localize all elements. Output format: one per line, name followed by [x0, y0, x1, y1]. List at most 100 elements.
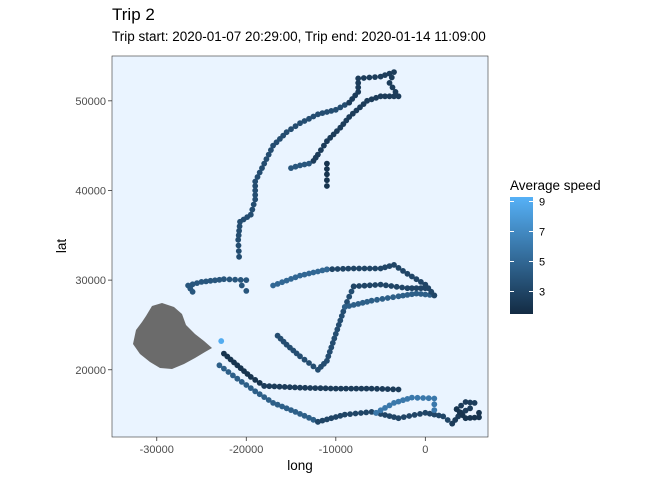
data-point [261, 160, 268, 167]
data-point [348, 288, 355, 295]
data-point [399, 284, 405, 291]
data-point [382, 93, 388, 100]
data-point [414, 394, 421, 401]
data-point [337, 412, 344, 419]
data-point [324, 183, 330, 189]
data-point [413, 290, 420, 297]
data-point [297, 162, 303, 169]
data-point [243, 382, 250, 388]
data-point [238, 379, 245, 385]
data-point [235, 236, 242, 243]
data-point [358, 410, 364, 416]
track-segment [270, 266, 330, 289]
panel-border [111, 55, 489, 438]
data-point [297, 411, 303, 417]
data-point [355, 84, 362, 91]
data-point [252, 196, 259, 203]
data-point [368, 96, 375, 103]
x-tick-label: -10000 [319, 444, 353, 456]
data-point [279, 403, 285, 410]
data-point [374, 296, 380, 303]
data-point [292, 409, 299, 415]
data-point [347, 411, 353, 417]
data-point [377, 73, 384, 80]
data-point [368, 409, 375, 415]
data-point [377, 265, 384, 272]
data-point [324, 357, 330, 364]
data-point [462, 399, 469, 405]
data-point [355, 75, 362, 82]
data-point [382, 264, 388, 271]
data-point [355, 80, 362, 86]
data-point [301, 412, 308, 419]
data-point [306, 115, 312, 122]
data-point [247, 374, 254, 380]
data-point [431, 401, 438, 408]
data-point [476, 409, 482, 416]
data-point [418, 279, 424, 285]
track-segment [288, 160, 312, 172]
island-layer [133, 303, 212, 369]
legend-tick-label: 3 [539, 287, 545, 299]
data-point [392, 89, 399, 95]
data-point [391, 414, 397, 420]
legend-tick-label: 9 [539, 197, 545, 209]
data-point [390, 386, 396, 393]
data-point [286, 384, 293, 391]
data-point [315, 111, 321, 118]
data-point [252, 187, 259, 194]
data-point [324, 416, 330, 423]
data-point [306, 160, 312, 167]
data-point [218, 338, 225, 344]
data-point [337, 104, 344, 111]
data-point [368, 385, 375, 392]
data-point [379, 386, 386, 392]
y-tick-label: 40000 [75, 185, 106, 197]
data-point [476, 414, 482, 421]
data-point [274, 401, 281, 408]
data-point [372, 265, 379, 272]
data-point [404, 396, 411, 402]
data-point [281, 384, 288, 390]
data-point [395, 93, 402, 100]
legend-ticks: 3 5 7 9 [510, 197, 545, 299]
data-point [352, 410, 359, 417]
data-point [332, 106, 339, 113]
data-point [301, 118, 308, 124]
x-axis-title: long [287, 458, 313, 473]
data-point [395, 386, 402, 393]
data-point [292, 163, 299, 170]
data-point [236, 223, 243, 230]
data-point [237, 277, 244, 283]
data-point [270, 400, 276, 406]
data-point [226, 276, 233, 283]
data-point [324, 109, 330, 115]
track-segment [373, 394, 438, 416]
data-point [391, 93, 397, 100]
data-point [379, 296, 386, 302]
data-point [374, 385, 380, 392]
data-point [386, 413, 393, 419]
data-point [395, 265, 402, 271]
data-point [345, 265, 352, 272]
data-point [355, 301, 362, 307]
data-point [348, 385, 355, 392]
data-point [292, 123, 299, 130]
data-point [431, 411, 438, 418]
data-point [422, 291, 429, 298]
data-point [350, 302, 357, 308]
track-segment [310, 69, 402, 164]
data-point [307, 385, 314, 391]
data-point [337, 317, 344, 324]
data-point [232, 276, 239, 283]
data-point [216, 362, 223, 369]
data-point [256, 391, 263, 398]
data-point [340, 308, 347, 315]
data-point [425, 395, 432, 402]
data-point [361, 282, 368, 289]
data-point [230, 372, 236, 379]
data-point [404, 285, 411, 292]
data-point [431, 395, 438, 402]
data-point [252, 178, 259, 185]
plot-panel [112, 56, 488, 437]
